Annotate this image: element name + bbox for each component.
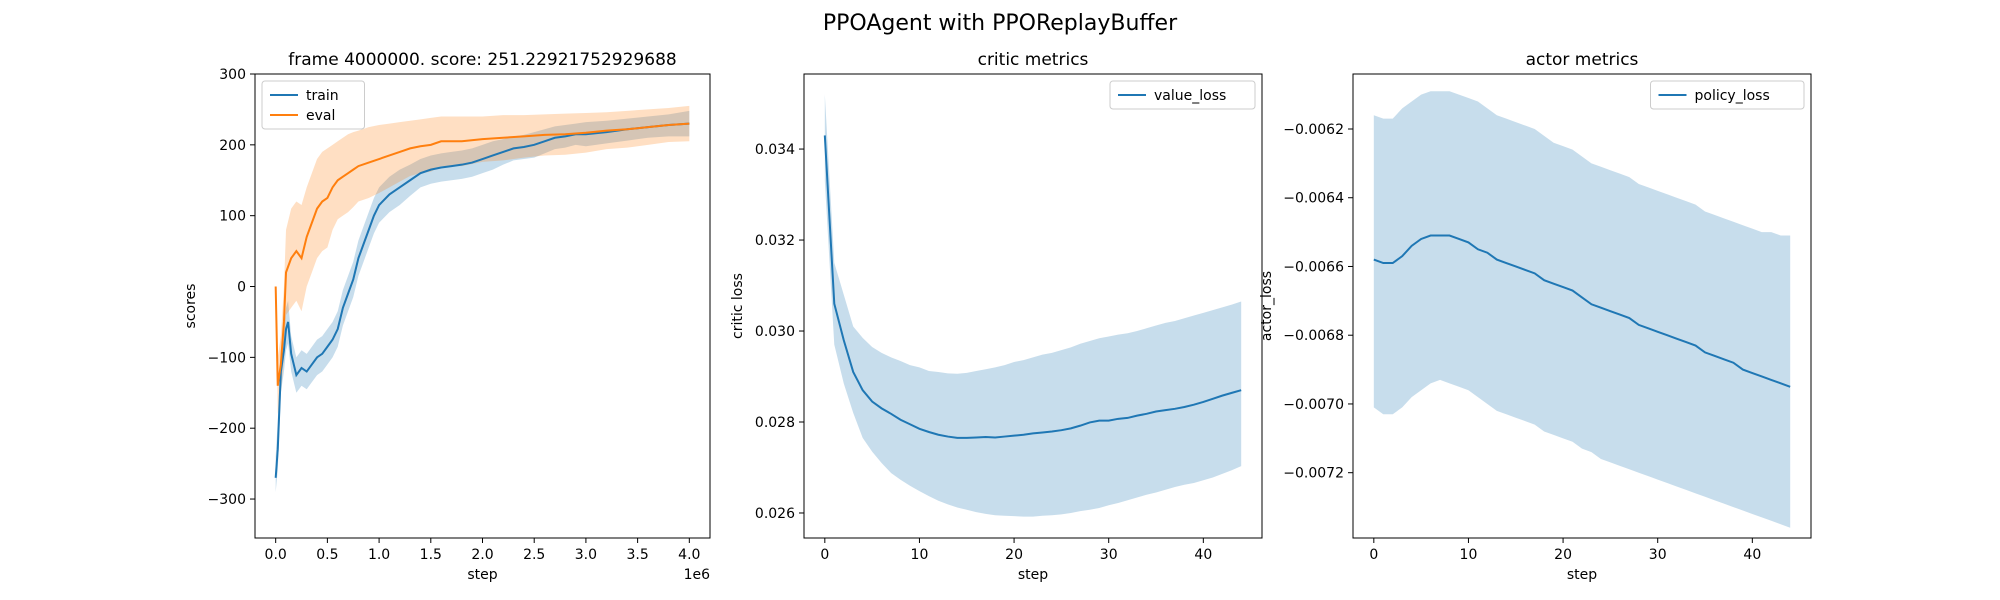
legend-box <box>1650 80 1805 110</box>
y-tick-label: −0.0062 <box>1283 122 1344 138</box>
x-tick-label: 1.0 <box>368 547 390 563</box>
plot-frame <box>803 73 1263 539</box>
x-axis-offset-label: 1e6 <box>684 567 711 583</box>
legend-box <box>261 80 365 130</box>
series-line-train <box>274 122 690 478</box>
y-tick-label: 0.026 <box>755 506 795 522</box>
figure-title: PPOAgent with PPOReplayBuffer <box>823 11 1178 36</box>
x-axis-label: step <box>1018 567 1048 583</box>
plot-frame <box>1352 73 1812 539</box>
chart-title: critic metrics <box>978 50 1089 70</box>
chart-panel-3: 0 10 20 30 40 −0.0072 −0.0070 −0.0068 −0.0066 −0.… <box>1259 50 1812 583</box>
legend-label: policy_loss <box>1695 88 1770 104</box>
x-tick-label: 30 <box>1100 547 1118 563</box>
x-tick-label: 0 <box>820 547 829 563</box>
y-tick-label: −100 <box>208 350 246 366</box>
x-tick-label: 1.5 <box>420 547 442 563</box>
x-axis-label: step <box>1567 567 1597 583</box>
chart-title: frame 4000000. score: 251.22921752929688 <box>288 50 676 70</box>
x-tick-label: 10 <box>911 547 929 563</box>
series-line-value_loss <box>823 135 1242 439</box>
y-axis-label: actor_loss <box>1259 271 1275 341</box>
x-tick-label: 0.0 <box>265 547 287 563</box>
x-tick-label: 40 <box>1743 547 1761 563</box>
confidence-band-value_loss <box>824 94 1242 517</box>
y-tick-label: −0.0068 <box>1283 328 1344 344</box>
series-line-eval <box>274 122 690 386</box>
y-tick-label: −300 <box>208 492 246 508</box>
legend-label: eval <box>306 108 335 124</box>
legend-label: value_loss <box>1154 88 1226 104</box>
y-tick-label: 0 <box>237 280 246 296</box>
y-tick-label: 200 <box>219 138 246 154</box>
chart-panel-1: 0.0 0.5 1.0 1.5 2.0 2.5 3.0 3.5 4.0 −300 −200 −100 0… <box>183 50 711 583</box>
x-tick-label: 2.0 <box>471 547 493 563</box>
confidence-band-policy_loss <box>1373 91 1791 528</box>
x-tick-label: 20 <box>1554 547 1572 563</box>
x-tick-label: 4.0 <box>678 547 700 563</box>
series-line-policy_loss <box>1373 234 1791 388</box>
chart-title: actor metrics <box>1526 50 1639 70</box>
y-tick-label: 0.032 <box>755 233 795 249</box>
legend: policy_loss <box>1650 80 1805 110</box>
y-tick-label: 100 <box>219 209 246 225</box>
y-tick-label: −200 <box>208 421 246 437</box>
chart-panel-2: 0 10 20 30 40 0.026 0.028 0.030 0.032 0.034 critic… <box>730 50 1263 583</box>
y-axis-label: scores <box>183 284 199 329</box>
y-tick-label: −0.0072 <box>1283 466 1344 482</box>
confidence-band-eval <box>275 105 690 415</box>
x-tick-label: 3.5 <box>626 547 648 563</box>
x-tick-label: 40 <box>1194 547 1212 563</box>
x-tick-label: 0.5 <box>316 547 338 563</box>
x-tick-label: 2.5 <box>523 547 545 563</box>
x-tick-label: 3.0 <box>575 547 597 563</box>
y-tick-label: 300 <box>219 67 246 83</box>
y-tick-label: −0.0064 <box>1283 191 1344 207</box>
y-tick-label: −0.0066 <box>1283 259 1344 275</box>
x-tick-label: 20 <box>1005 547 1023 563</box>
legend: value_loss <box>1109 80 1256 110</box>
legend: train eval <box>261 80 365 130</box>
x-tick-label: 30 <box>1649 547 1667 563</box>
legend-label: train <box>306 88 339 104</box>
x-axis-label: step <box>467 567 497 583</box>
y-tick-label: 0.034 <box>755 142 795 158</box>
x-tick-label: 10 <box>1460 547 1478 563</box>
y-tick-label: 0.030 <box>755 324 795 340</box>
y-tick-label: −0.0070 <box>1283 397 1344 413</box>
x-tick-label: 0 <box>1369 547 1378 563</box>
y-tick-label: 0.028 <box>755 415 795 431</box>
legend-box <box>1109 80 1256 110</box>
y-axis-label: critic loss <box>730 273 746 339</box>
